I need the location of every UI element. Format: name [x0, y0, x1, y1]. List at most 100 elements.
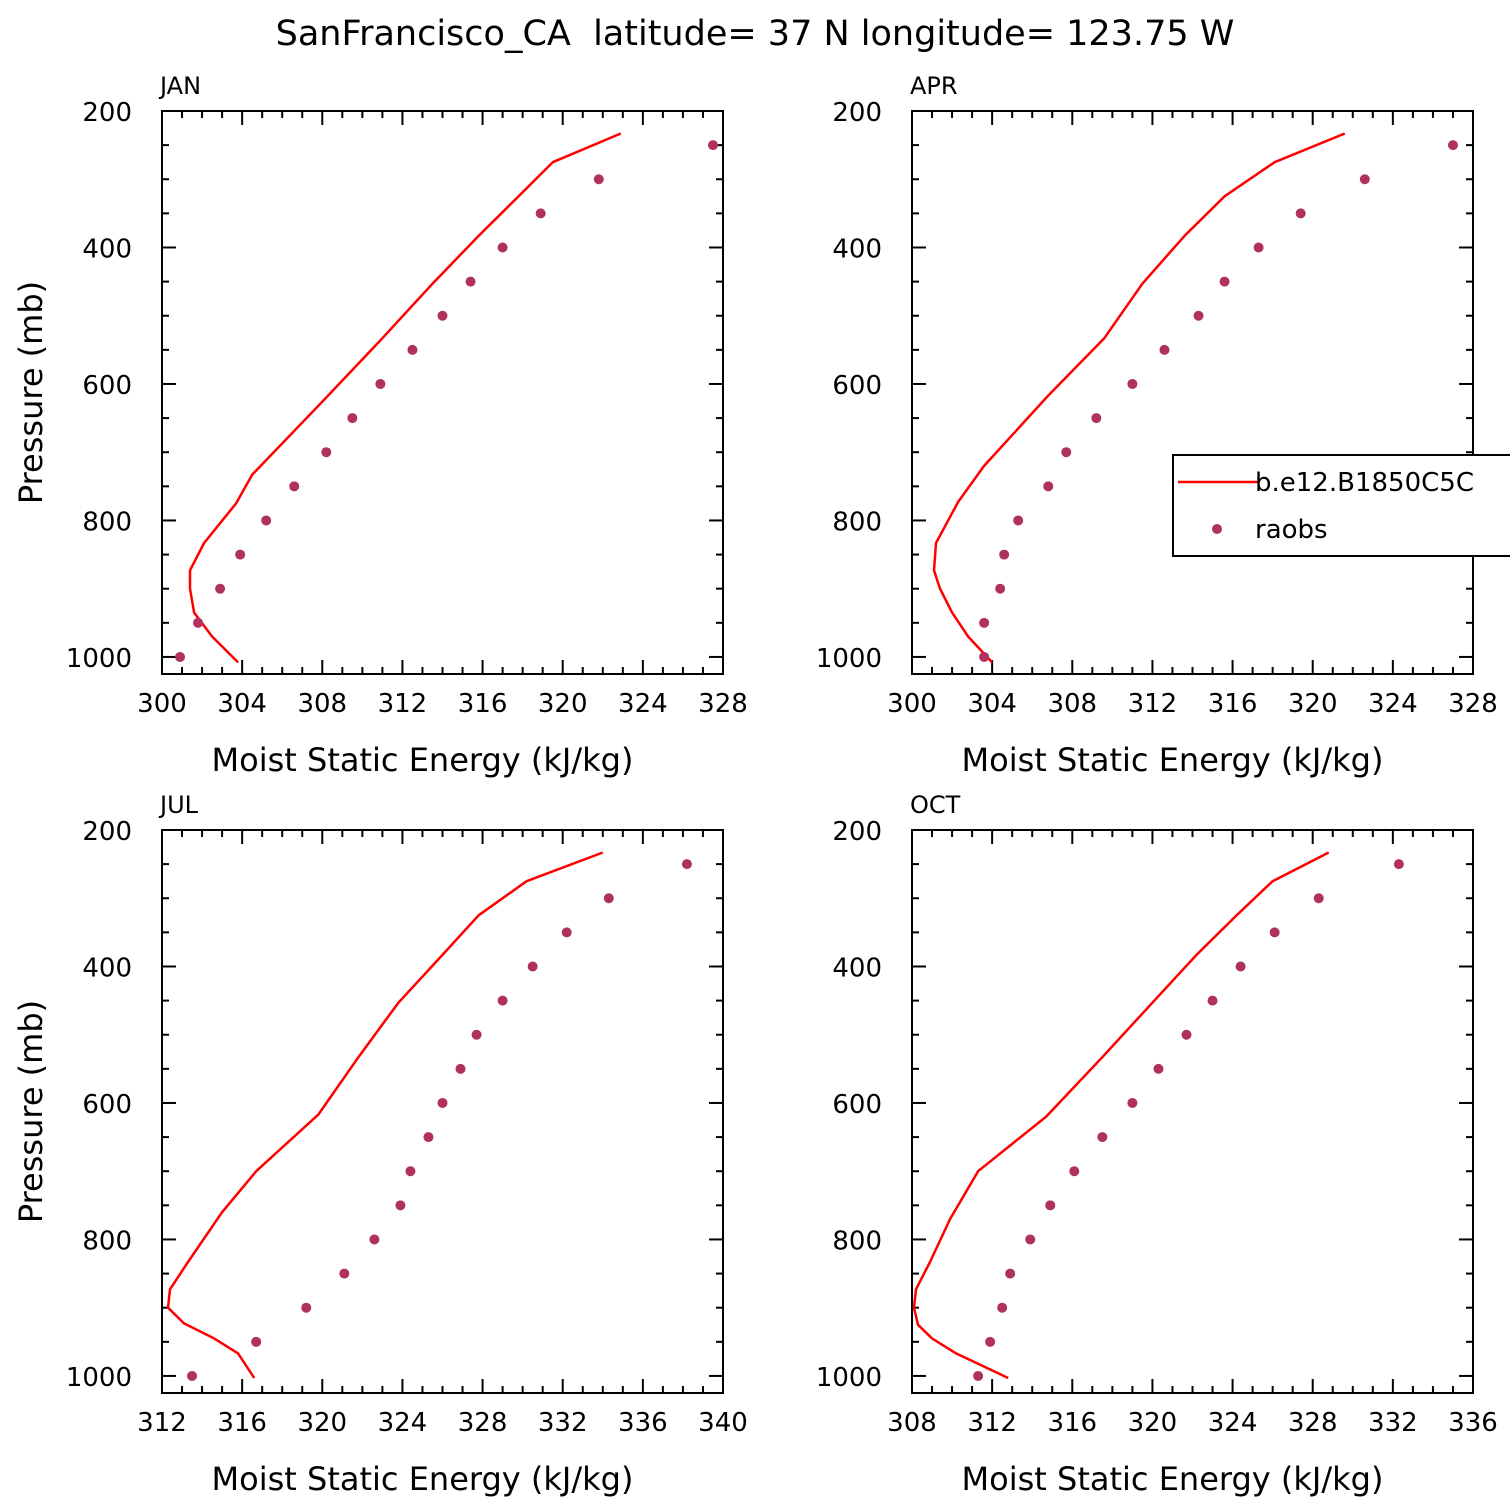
x-tick-label: 336: [1448, 1408, 1498, 1438]
raobs-point: [1005, 1268, 1016, 1279]
x-tick-label: 316: [1208, 689, 1258, 719]
raobs-point: [1181, 1029, 1192, 1040]
raobs-point: [235, 549, 246, 560]
x-tick-label: 304: [217, 689, 267, 719]
panel-oct: 308 312 316 320 324 328 332 336 200 400 600 800 1000…: [816, 791, 1498, 1498]
raobs-point: [455, 1063, 466, 1074]
panel-jul: 312 316 320 324 328 332 336 340 200 400 600 800 1000…: [12, 791, 748, 1498]
y-axis-label: Pressure (mb): [12, 1000, 50, 1223]
x-tick-label: 332: [538, 1408, 588, 1438]
panel-title: JAN: [158, 72, 201, 100]
x-tick-label: 336: [618, 1408, 668, 1438]
raobs-point: [497, 995, 508, 1006]
y-tick-label: 400: [82, 234, 132, 264]
panel-apr: 300 304 308 312 316 320 324 328 200 400 600 800 1000…: [816, 72, 1498, 779]
raobs-point: [437, 1097, 448, 1108]
plot-frame: [911, 829, 1474, 1394]
raobs-point: [193, 617, 204, 628]
x-tick-label: 312: [967, 1408, 1017, 1438]
raobs-point: [1269, 927, 1280, 938]
y-tick-label: 800: [82, 507, 132, 537]
panel-title: OCT: [910, 791, 961, 819]
raobs-point: [289, 481, 300, 492]
x-tick-label: 328: [1288, 1408, 1338, 1438]
raobs-point: [603, 893, 614, 904]
raobs-point: [1127, 1097, 1138, 1108]
raobs-point: [1359, 174, 1370, 185]
model-series-line: [912, 851, 1330, 1380]
y-tick-label: 600: [832, 371, 882, 401]
y-tick-label: 400: [82, 953, 132, 983]
x-axis-label: Moist Static Energy (kJ/kg): [212, 741, 634, 779]
raobs-point: [561, 927, 572, 938]
y-tick-label: 600: [82, 371, 132, 401]
x-tick-label: 308: [297, 689, 347, 719]
raobs-point: [985, 1336, 996, 1347]
y-tick-label: 800: [832, 1226, 882, 1256]
x-tick-label: 300: [137, 689, 187, 719]
raobs-point: [1091, 413, 1102, 424]
x-tick-label: 312: [1128, 689, 1178, 719]
raobs-point: [1295, 208, 1306, 219]
legend-obs-label: raobs: [1255, 515, 1328, 545]
raobs-point: [1013, 515, 1024, 526]
raobs-point: [1061, 447, 1072, 458]
raobs-point: [1447, 140, 1458, 151]
y-tick-label: 200: [832, 817, 882, 847]
x-tick-label: 328: [458, 1408, 508, 1438]
raobs-point: [321, 447, 332, 458]
raobs-point: [973, 1370, 984, 1381]
y-tick-label: 600: [82, 1090, 132, 1120]
raobs-point: [1127, 378, 1138, 389]
legend-model-label: b.e12.B1850C5C: [1255, 468, 1474, 498]
raobs-point: [707, 140, 718, 151]
x-tick-label: 316: [217, 1408, 267, 1438]
raobs-point: [1193, 310, 1204, 321]
raobs-point: [995, 583, 1006, 594]
x-tick-label: 300: [887, 689, 937, 719]
x-tick-label: 312: [137, 1408, 187, 1438]
x-tick-label: 308: [887, 1408, 937, 1438]
y-axis-label: Pressure (mb): [12, 281, 50, 504]
raobs-point: [215, 583, 226, 594]
raobs-point: [369, 1234, 380, 1245]
raobs-point: [175, 651, 186, 662]
raobs-point: [1159, 344, 1170, 355]
panel-title: JUL: [158, 791, 199, 819]
y-tick-label: 400: [832, 234, 882, 264]
raobs-point: [375, 378, 386, 389]
x-tick-label: 320: [1128, 1408, 1178, 1438]
x-tick-label: 316: [1047, 1408, 1097, 1438]
raobs-point: [423, 1132, 434, 1143]
raobs-point: [301, 1302, 312, 1313]
x-tick-label: 324: [378, 1408, 428, 1438]
raobs-point: [1097, 1132, 1108, 1143]
x-tick-label: 304: [967, 689, 1017, 719]
raobs-point: [471, 1029, 482, 1040]
raobs-point: [997, 1302, 1008, 1313]
raobs-point: [999, 549, 1010, 560]
y-tick-label: 1000: [66, 644, 132, 674]
raobs-point: [437, 310, 448, 321]
legend-marker-swatch: [1212, 524, 1222, 534]
x-axis-label: Moist Static Energy (kJ/kg): [962, 741, 1384, 779]
x-tick-label: 324: [618, 689, 668, 719]
x-axis-label: Moist Static Energy (kJ/kg): [212, 1460, 634, 1498]
model-series-line: [188, 132, 622, 664]
raobs-point: [497, 242, 508, 253]
x-tick-label: 340: [698, 1408, 748, 1438]
raobs-point: [1313, 893, 1324, 904]
raobs-point: [1235, 961, 1246, 972]
raobs-point: [979, 617, 990, 628]
raobs-point: [405, 1166, 416, 1177]
raobs-point: [251, 1336, 262, 1347]
raobs-point: [1153, 1063, 1164, 1074]
model-series-line: [166, 851, 604, 1379]
y-tick-label: 600: [832, 1090, 882, 1120]
raobs-point: [681, 859, 692, 870]
y-tick-label: 1000: [66, 1363, 132, 1393]
raobs-point: [1043, 481, 1054, 492]
y-tick-label: 800: [82, 1226, 132, 1256]
y-tick-label: 400: [832, 953, 882, 983]
raobs-point: [1207, 995, 1218, 1006]
